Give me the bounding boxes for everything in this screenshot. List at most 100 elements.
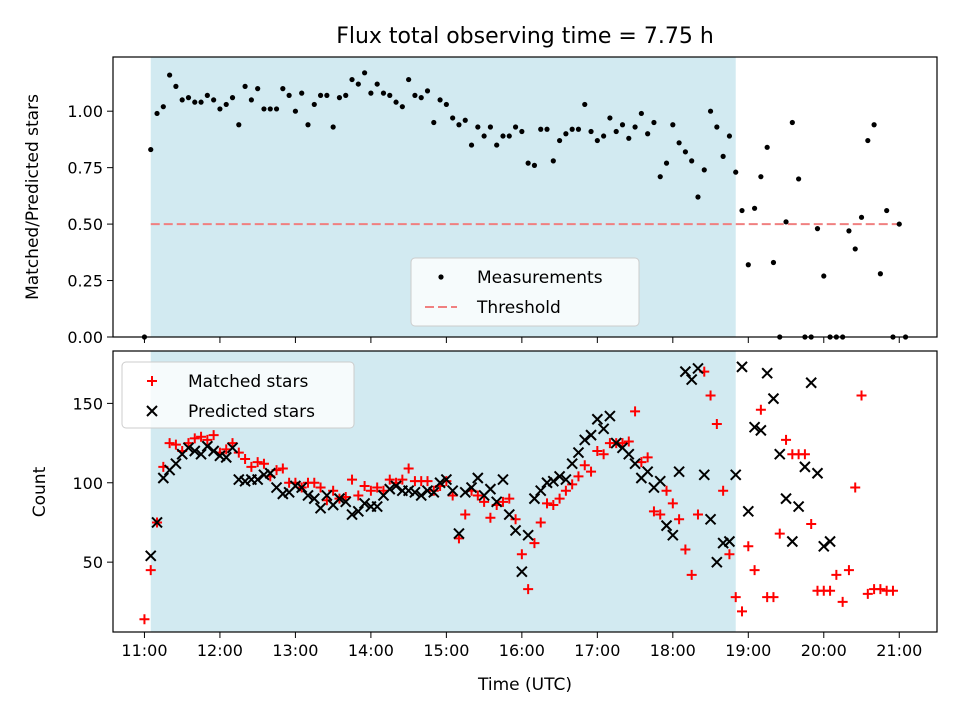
predicted-star-point <box>579 434 591 446</box>
predicted-star-point <box>711 556 723 568</box>
predicted-star-point <box>182 442 195 454</box>
predicted-star-point <box>585 429 597 441</box>
x-tick-label: 14:00 <box>348 641 394 660</box>
matched-star-point <box>321 495 332 506</box>
x-tick-label: 11:00 <box>121 641 167 660</box>
measurement-point <box>399 104 405 110</box>
matched-star-point <box>164 438 175 449</box>
predicted-star-point <box>698 469 710 481</box>
measurement-point <box>619 122 626 128</box>
measurement-point <box>443 101 449 108</box>
predicted-star-point <box>453 527 465 540</box>
measurement-point <box>148 146 154 153</box>
matched-star-point <box>359 480 370 491</box>
matched-star-point <box>755 404 766 415</box>
matched-star-point <box>384 474 395 485</box>
measurement-point <box>884 207 890 214</box>
measurement-point <box>852 246 858 252</box>
matched-star-point <box>208 430 219 441</box>
matched-star-point <box>781 434 792 445</box>
measurement-point <box>456 122 462 128</box>
matched-star-point <box>372 482 383 493</box>
measurement-point <box>242 83 248 89</box>
matched-star-point <box>497 496 508 507</box>
top-plot-frame <box>112 56 938 338</box>
matched-star-point <box>730 592 741 603</box>
predicted-star-point <box>792 500 805 513</box>
top-y-tick-label: 0.25 <box>67 272 103 291</box>
matched-star-point <box>774 528 785 539</box>
predicted-star-point <box>755 424 767 437</box>
measurement-point <box>192 99 198 105</box>
matched-star-point <box>674 514 685 525</box>
predicted-star-point <box>572 446 585 459</box>
predicted-star-point <box>742 505 755 518</box>
measurement-point <box>506 133 512 139</box>
predicted-star-point <box>730 469 742 481</box>
matched-star-point <box>309 477 320 488</box>
measurement-point <box>588 128 594 135</box>
measurement-point <box>500 133 506 139</box>
matched-star-point <box>460 509 471 520</box>
matched-star-point <box>837 596 848 607</box>
predicted-star-point <box>535 484 547 497</box>
matched-star-point <box>139 614 150 625</box>
measurement-point <box>626 135 632 141</box>
top-panel: 0.00 0.25 0.50 0.75 1.00 Measurements Threshol… <box>67 56 938 347</box>
measurement-point <box>154 110 160 117</box>
measurement-point <box>758 174 764 180</box>
measurement-point <box>387 92 393 98</box>
measurement-point <box>494 142 500 148</box>
matched-star-point <box>667 498 678 509</box>
measurement-point <box>406 76 412 83</box>
measurement-point <box>412 92 418 98</box>
predicted-star-point <box>497 473 509 486</box>
predicted-star-point <box>774 448 786 460</box>
measurement-point <box>739 207 745 214</box>
predicted-star-point <box>333 492 346 505</box>
measurement-point <box>569 126 575 132</box>
measurement-point <box>770 259 777 266</box>
measurement-point <box>261 106 267 112</box>
measurement-point <box>594 137 600 144</box>
matched-star-point <box>145 565 156 576</box>
measurement-point <box>185 95 192 101</box>
predicted-star-point <box>786 535 799 548</box>
chart-title: Flux total observing time = 7.75 h <box>336 24 714 49</box>
bottom-y-tick-label: 150 <box>72 394 103 413</box>
measurement-point <box>418 95 424 101</box>
predicted-star-point <box>251 473 264 486</box>
matched-star-point <box>686 569 697 580</box>
predicted-star-point <box>767 392 780 405</box>
predicted-star-point <box>465 481 478 494</box>
measurement-point <box>160 104 166 110</box>
measurement-point <box>255 86 261 92</box>
measurement-point <box>582 101 588 108</box>
matched-star-point <box>560 485 571 496</box>
measurement-point <box>858 214 865 220</box>
predicted-star-point <box>195 448 207 460</box>
x-tick-label: 18:00 <box>650 641 696 660</box>
top-legend: Measurements Threshold <box>410 257 640 327</box>
matched-star-point <box>535 517 546 528</box>
predicted-star-point <box>151 516 163 529</box>
matched-star-point <box>680 544 691 555</box>
measurement-point <box>267 106 273 112</box>
measurement-point <box>846 228 852 234</box>
bottom-y-tick-label: 100 <box>72 474 103 493</box>
legend-matched-swatch <box>147 376 157 386</box>
predicted-star-point <box>509 524 522 537</box>
measurement-point <box>538 126 544 132</box>
bottom-y-tick-label: 50 <box>83 553 103 572</box>
predicted-star-point <box>748 421 761 433</box>
matched-star-point <box>743 541 754 552</box>
predicted-star-point <box>818 540 830 552</box>
matched-star-point <box>472 490 483 501</box>
predicted-star-point <box>623 448 635 460</box>
measurement-point <box>374 81 380 87</box>
matched-star-point <box>806 519 817 530</box>
predicted-star-point <box>704 513 717 525</box>
measurement-point <box>330 124 336 130</box>
predicted-star-point <box>308 492 320 505</box>
measurement-point <box>343 92 349 98</box>
